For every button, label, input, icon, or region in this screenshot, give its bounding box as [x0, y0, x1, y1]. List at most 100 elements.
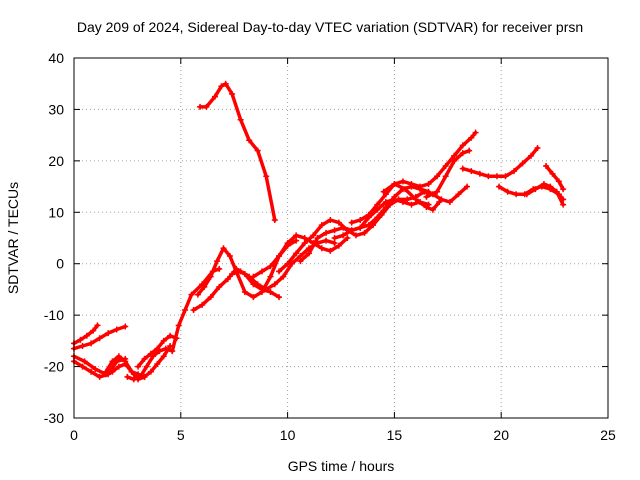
- data-point: [344, 235, 351, 241]
- data-point: [331, 227, 338, 234]
- data-point: [250, 294, 257, 301]
- data-point: [323, 229, 330, 236]
- data-point: [348, 219, 355, 226]
- series-line: [298, 184, 431, 263]
- data-point: [485, 173, 492, 180]
- x-tick-label: 15: [387, 427, 403, 443]
- data-point: [216, 265, 223, 272]
- data-point: [154, 361, 161, 367]
- data-point: [105, 330, 112, 337]
- data-point: [560, 201, 567, 208]
- data-point: [293, 237, 300, 244]
- series-track-10: [197, 80, 278, 223]
- data-point: [496, 183, 503, 190]
- data-point: [222, 80, 229, 87]
- data-point: [115, 353, 122, 360]
- plot-frame: [73, 57, 609, 419]
- data-point: [77, 336, 84, 343]
- data-point: [425, 181, 432, 187]
- data-point: [160, 337, 167, 344]
- data-point: [547, 183, 554, 190]
- data-point: [226, 253, 233, 259]
- data-point: [254, 281, 261, 288]
- data-point: [92, 366, 99, 373]
- x-tick-label: 25: [600, 427, 616, 443]
- y-tick-label: 0: [56, 256, 64, 272]
- data-point: [442, 173, 449, 180]
- y-axis-title: SDTVAR / TECUs: [5, 182, 21, 294]
- data-point: [519, 160, 526, 167]
- data-point: [211, 93, 218, 100]
- y-tick-label: 10: [48, 204, 64, 220]
- y-tick-label: 40: [48, 50, 64, 66]
- data-point: [451, 152, 458, 159]
- series-line: [461, 146, 540, 179]
- data-point: [201, 283, 208, 290]
- data-point: [468, 134, 475, 141]
- data-point: [267, 263, 274, 270]
- data-point: [203, 103, 210, 110]
- data-point: [271, 217, 278, 223]
- data-point: [103, 368, 110, 375]
- series-track-22: [543, 163, 567, 193]
- data-point: [476, 170, 483, 177]
- data-point: [79, 343, 86, 349]
- data-point: [423, 204, 430, 211]
- data-point: [446, 199, 453, 205]
- data-point: [532, 186, 539, 193]
- data-point: [382, 199, 389, 205]
- data-point: [323, 237, 330, 244]
- series-line: [332, 197, 431, 240]
- data-point: [173, 335, 180, 342]
- series-track-1: [71, 323, 129, 352]
- data-point: [513, 191, 520, 198]
- data-point: [237, 116, 244, 123]
- series-line: [198, 81, 277, 222]
- data-point: [464, 183, 471, 190]
- y-tick-label: -10: [44, 307, 64, 323]
- data-point: [207, 273, 214, 280]
- data-point: [113, 326, 120, 333]
- data-point: [229, 271, 236, 277]
- data-point: [96, 335, 103, 342]
- data-point: [553, 188, 560, 195]
- data-point: [175, 322, 182, 329]
- data-point: [301, 240, 308, 247]
- data-point: [408, 201, 415, 208]
- data-point: [220, 245, 227, 252]
- data-point: [540, 181, 547, 187]
- data-point: [468, 168, 475, 175]
- data-point: [258, 289, 265, 295]
- data-point: [197, 103, 204, 110]
- data-point: [188, 291, 195, 298]
- data-point: [560, 186, 567, 193]
- y-tick-label: 20: [48, 153, 64, 169]
- data-point: [167, 332, 174, 339]
- data-point: [408, 181, 415, 187]
- data-point: [169, 348, 176, 355]
- data-point: [254, 147, 261, 154]
- axis-ticks: 0 5 10 15 20 25 -30 -20 -10 0 10 20 30 40: [44, 50, 616, 443]
- data-point: [466, 147, 473, 154]
- data-point: [216, 283, 223, 290]
- x-tick-label: 10: [280, 427, 296, 443]
- data-point: [318, 245, 325, 252]
- data-point: [141, 355, 148, 362]
- data-point: [502, 173, 509, 180]
- series-line: [125, 267, 221, 382]
- data-point: [297, 258, 304, 265]
- data-point: [534, 145, 541, 151]
- data-point: [276, 268, 283, 275]
- data-point: [267, 289, 274, 295]
- data-point: [391, 196, 398, 203]
- data-point: [352, 232, 359, 239]
- series-track-21: [523, 181, 567, 208]
- data-point: [128, 368, 135, 375]
- data-point: [340, 224, 347, 231]
- y-tick-label: -30: [44, 410, 64, 426]
- data-point: [399, 178, 406, 185]
- series-track-7: [135, 332, 180, 370]
- data-point: [374, 214, 381, 221]
- data-point: [83, 332, 90, 339]
- data-point: [154, 345, 161, 352]
